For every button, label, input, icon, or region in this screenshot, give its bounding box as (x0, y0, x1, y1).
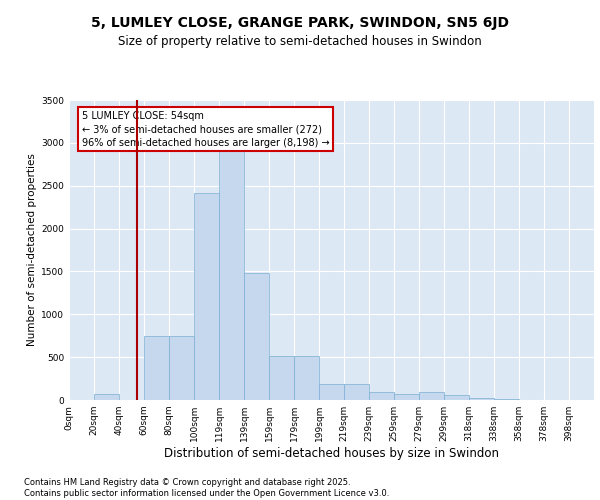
Bar (369, 392, 394, 400)
Bar (169, 336, 194, 400)
Text: 5 LUMLEY CLOSE: 54sqm
← 3% of semi-detached houses are smaller (272)
96% of semi: 5 LUMLEY CLOSE: 54sqm ← 3% of semi-detac… (82, 111, 329, 148)
Bar (219, 150, 244, 400)
Text: Size of property relative to semi-detached houses in Swindon: Size of property relative to semi-detach… (118, 34, 482, 48)
Bar (294, 356, 319, 400)
X-axis label: Distribution of semi-detached houses by size in Swindon: Distribution of semi-detached houses by … (164, 447, 499, 460)
Bar (444, 396, 469, 400)
Bar (419, 392, 444, 400)
Bar (269, 356, 294, 400)
Bar (344, 384, 369, 400)
Bar (394, 394, 419, 400)
Bar (469, 398, 494, 400)
Bar (244, 273, 269, 400)
Bar (94, 394, 119, 400)
Text: Contains HM Land Registry data © Crown copyright and database right 2025.
Contai: Contains HM Land Registry data © Crown c… (24, 478, 389, 498)
Bar (194, 192, 219, 400)
Y-axis label: Number of semi-detached properties: Number of semi-detached properties (27, 154, 37, 346)
Bar (144, 336, 169, 400)
Bar (319, 384, 344, 400)
Text: 5, LUMLEY CLOSE, GRANGE PARK, SWINDON, SN5 6JD: 5, LUMLEY CLOSE, GRANGE PARK, SWINDON, S… (91, 16, 509, 30)
